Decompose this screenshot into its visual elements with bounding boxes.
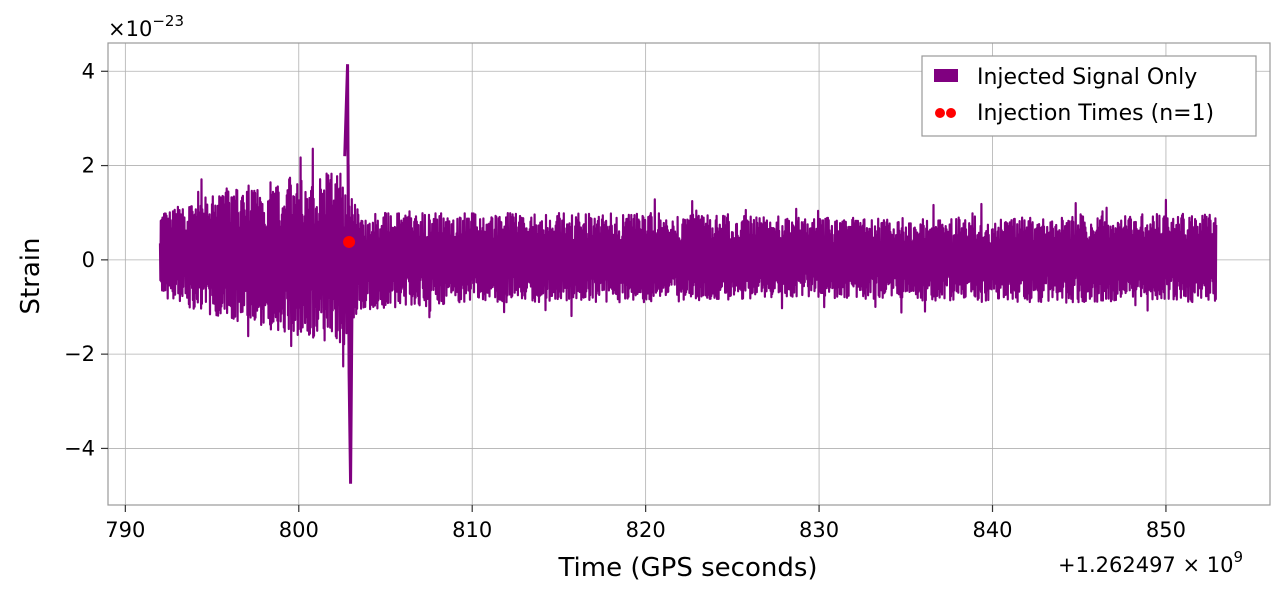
strain-trace	[158, 147, 1218, 368]
x-tick-label: 840	[972, 518, 1012, 542]
x-tick-label: 800	[279, 518, 319, 542]
y-tick-label: 2	[82, 154, 95, 178]
legend-label-injected-signal: Injected Signal Only	[977, 65, 1197, 90]
plot-frame	[107, 42, 1271, 506]
y-scale-base: ×10	[108, 17, 152, 41]
legend-marker-dot-right	[946, 108, 956, 118]
merger-spike	[343, 64, 355, 484]
x-offset-base: +1.262497 × 10	[1058, 553, 1233, 577]
injection-time-marker	[343, 235, 356, 248]
x-tick-label: 790	[105, 518, 145, 542]
legend-swatch-injected-signal	[934, 69, 958, 82]
y-tick-label: 0	[82, 248, 95, 272]
ticks: 790 800 810 820 830 840 850 −4 −2 0 2 4	[64, 59, 1186, 542]
x-tick-label: 830	[799, 518, 839, 542]
x-tick-label: 810	[452, 518, 492, 542]
y-axis-label: Strain	[16, 237, 46, 314]
x-tick-label: 820	[626, 518, 666, 542]
legend: Injected Signal Only Injection Times (n=…	[921, 55, 1257, 137]
legend-marker-dot-left	[935, 108, 945, 118]
x-axis-label: Time (GPS seconds)	[557, 553, 817, 583]
x-tick-label: 850	[1146, 518, 1186, 542]
x-offset-exponent: 9	[1233, 548, 1243, 566]
legend-box	[921, 55, 1257, 137]
series-injected-signal	[158, 64, 1218, 484]
y-tick-label: −2	[64, 342, 95, 366]
y-scale-exponent: −23	[152, 12, 184, 30]
y-tick-label: 4	[82, 59, 95, 83]
y-tick-label: −4	[64, 436, 95, 460]
legend-label-injection-times: Injection Times (n=1)	[977, 101, 1214, 126]
x-offset-factor: +1.262497 × 109	[1058, 548, 1243, 577]
injection-markers	[343, 235, 356, 248]
y-scale-factor: ×10−23	[108, 12, 184, 41]
